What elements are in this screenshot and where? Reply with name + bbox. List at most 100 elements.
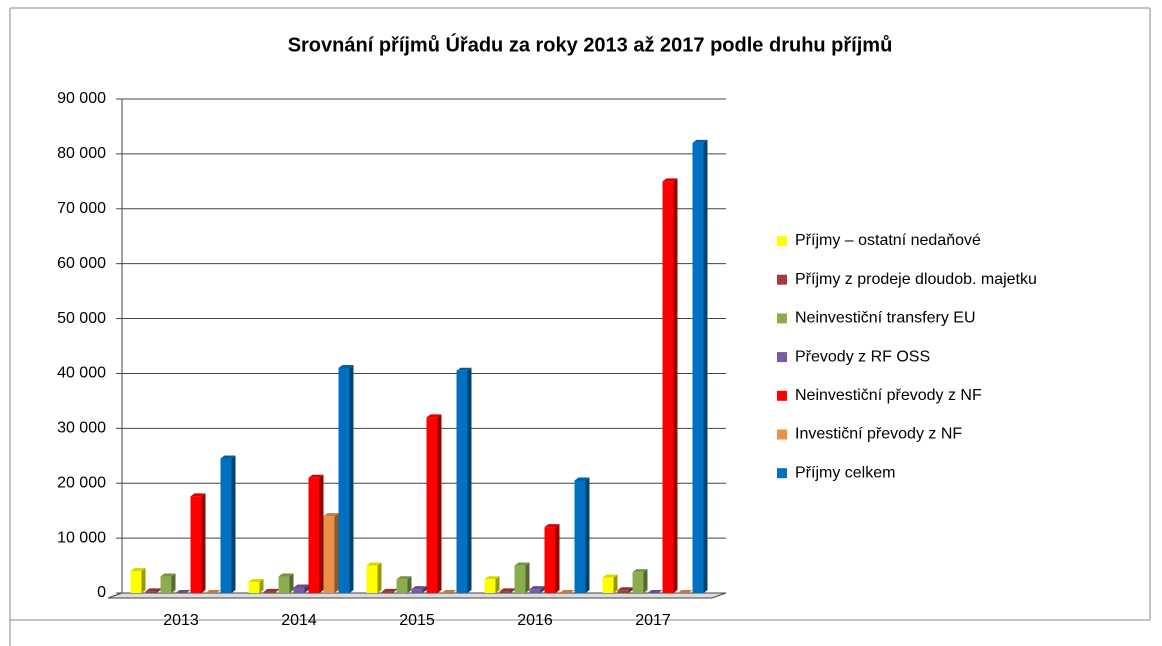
bar <box>190 496 202 593</box>
legend-label: Příjmy celkem <box>795 464 895 481</box>
bar-side <box>467 367 472 593</box>
bar-side <box>510 588 515 593</box>
bar <box>263 591 275 593</box>
bar <box>145 591 157 593</box>
legend-label: Převody z RF OSS <box>795 348 930 365</box>
bar <box>617 590 629 593</box>
bar-top <box>574 477 590 481</box>
bar <box>632 572 644 593</box>
bar <box>411 589 423 593</box>
x-tick-label: 2015 <box>399 612 435 629</box>
bar-top <box>338 364 354 368</box>
bar-top <box>441 590 457 593</box>
bar-top <box>248 579 264 583</box>
bar <box>160 576 172 593</box>
bar <box>130 571 142 593</box>
bar-top <box>205 590 221 593</box>
bar-top <box>499 588 515 592</box>
legend-swatch <box>777 352 787 363</box>
bar-side <box>259 579 264 593</box>
bar-top <box>175 590 191 593</box>
legend-swatch <box>777 274 787 285</box>
legend-swatch <box>777 390 787 401</box>
bar-side <box>540 586 545 593</box>
bar-side <box>703 139 708 593</box>
y-tick-label: 80 000 <box>57 145 106 162</box>
bar-top <box>559 590 575 593</box>
bar-top <box>484 576 500 580</box>
bar-top <box>662 178 678 182</box>
bar-top <box>278 573 294 577</box>
y-tick-label: 90 000 <box>57 90 106 107</box>
bar-top <box>632 569 648 573</box>
bar-top <box>529 586 545 590</box>
bar-side <box>304 584 309 593</box>
bar-top <box>411 586 427 590</box>
legend-swatch <box>777 429 787 440</box>
bar <box>484 579 496 593</box>
legend-swatch <box>777 313 787 324</box>
bar-top <box>293 584 309 588</box>
bar-top <box>381 588 397 592</box>
bar-top <box>366 562 382 566</box>
y-tick-label: 70 000 <box>57 200 106 217</box>
bar-side <box>422 586 427 593</box>
bar <box>293 587 305 593</box>
bar <box>278 576 290 593</box>
bar-side <box>319 474 324 593</box>
bar-top <box>617 587 633 591</box>
bar <box>544 527 556 593</box>
bar-side <box>156 588 161 593</box>
legend-swatch <box>777 468 787 479</box>
bar-top <box>647 590 663 593</box>
bar <box>662 181 674 594</box>
bar-top <box>308 474 324 478</box>
bar-top <box>692 139 708 143</box>
bar-side <box>643 569 648 593</box>
bar <box>323 516 335 593</box>
bar-top <box>263 588 279 592</box>
y-tick-label: 50 000 <box>57 310 106 327</box>
bar-top <box>677 590 693 593</box>
bar-side <box>141 568 146 593</box>
x-tick-label: 2013 <box>163 612 199 629</box>
bar <box>338 367 350 593</box>
bar-side <box>201 493 206 593</box>
chart-title: Srovnání příjmů Úřadu za roky 2013 až 20… <box>288 32 893 56</box>
y-tick-label: 30 000 <box>57 420 106 437</box>
bar-top <box>426 414 442 418</box>
bar <box>381 591 393 593</box>
bar-side <box>274 588 279 593</box>
bar-side <box>377 562 382 593</box>
bar <box>602 577 614 593</box>
bar-side <box>495 576 500 593</box>
bar-side <box>437 414 442 593</box>
bar-side <box>628 587 633 593</box>
bar-side <box>407 576 412 593</box>
bar-side <box>673 178 678 594</box>
bar-top <box>130 568 146 572</box>
bar-side <box>392 588 397 593</box>
bar <box>220 458 232 593</box>
bar-side <box>525 562 530 593</box>
bar <box>529 589 541 593</box>
bar-top <box>145 588 161 592</box>
bar <box>692 142 704 593</box>
y-tick-label: 60 000 <box>57 255 106 272</box>
bar-side <box>349 364 354 593</box>
bar <box>456 370 468 593</box>
y-tick-label: 10 000 <box>57 529 106 546</box>
bar <box>366 565 378 593</box>
bar <box>426 417 438 593</box>
bar-top <box>602 574 618 578</box>
bar <box>514 565 526 593</box>
legend-label: Neinvestiční transfery EU <box>795 310 976 327</box>
y-tick-label: 20 000 <box>57 474 106 491</box>
bar-top <box>456 367 472 371</box>
legend-label: Neinvestiční převody z NF <box>795 387 982 404</box>
bar-top <box>323 513 339 517</box>
y-tick-label: 0 <box>97 584 106 601</box>
bar <box>574 480 586 593</box>
bar-side <box>555 524 560 593</box>
bar <box>308 477 320 593</box>
